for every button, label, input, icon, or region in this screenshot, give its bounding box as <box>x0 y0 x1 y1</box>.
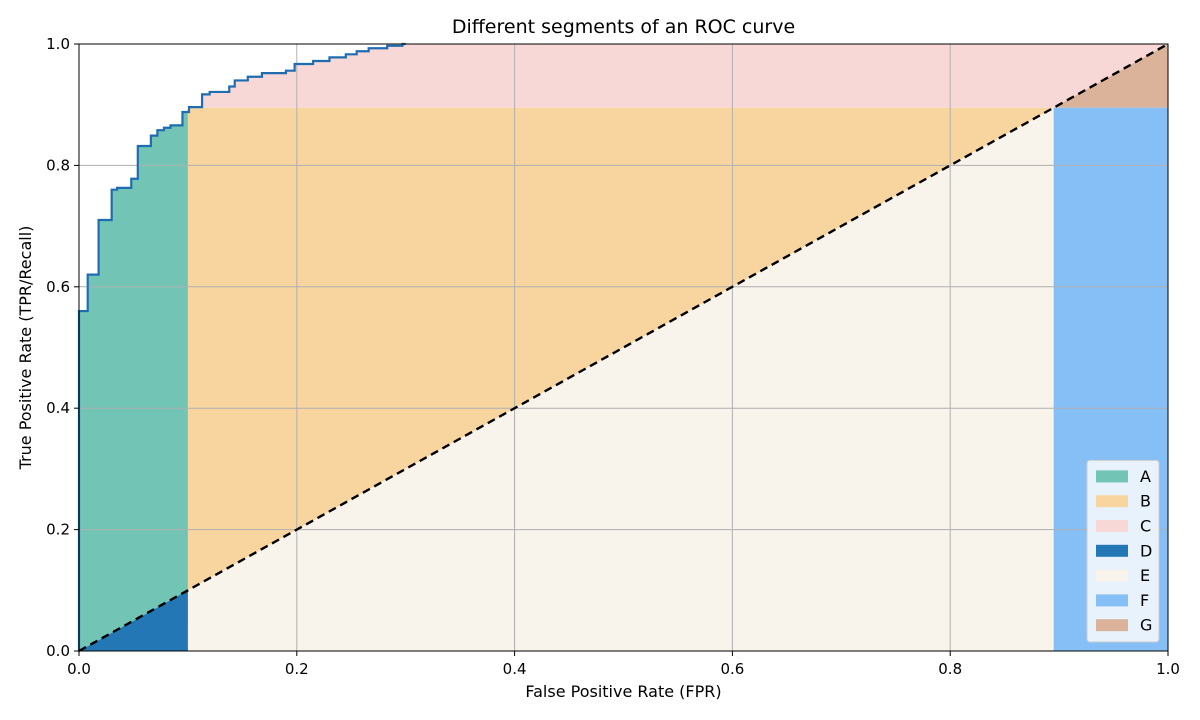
legend-label-B: B <box>1140 492 1151 511</box>
chart-title: Different segments of an ROC curve <box>452 16 795 38</box>
x-tick-label: 0.6 <box>720 660 744 678</box>
segment-A <box>79 111 188 652</box>
legend-label-A: A <box>1140 467 1151 486</box>
legend-swatch-E <box>1096 569 1128 582</box>
x-axis-label: False Positive Rate (FPR) <box>525 682 721 701</box>
y-tick-label: 0.0 <box>46 642 70 660</box>
legend-label-C: C <box>1140 517 1151 536</box>
y-tick-label: 0.8 <box>46 156 70 174</box>
x-tick-label: 0.4 <box>503 660 527 678</box>
x-tick-label: 0.0 <box>67 660 91 678</box>
plot-frame <box>78 43 1169 652</box>
legend-label-E: E <box>1140 566 1150 585</box>
y-tick-label: 0.2 <box>46 521 70 539</box>
segment-B <box>187 107 1054 591</box>
legend-swatch-F <box>1096 594 1128 607</box>
legend-swatch-G <box>1096 619 1128 632</box>
y-axis-label: True Positive Rate (TPR/Recall) <box>16 226 35 471</box>
legend-swatch-C <box>1096 520 1128 532</box>
legend-label-G: G <box>1140 616 1152 635</box>
segment-E <box>187 107 1054 652</box>
curve-lines <box>77 42 1169 653</box>
x-tick-label: 1.0 <box>1156 660 1180 678</box>
legend-label-F: F <box>1140 591 1149 610</box>
legend-swatch-B <box>1096 495 1128 508</box>
segment-C <box>187 44 1168 112</box>
x-tick-label: 0.2 <box>285 660 309 678</box>
segment-regions <box>79 44 1168 652</box>
legend-swatch-A <box>1096 470 1128 483</box>
y-tick-label: 1.0 <box>46 35 70 53</box>
legend-label-D: D <box>1140 541 1152 560</box>
x-tick-label: 0.8 <box>938 660 962 678</box>
y-tick-label: 0.4 <box>46 399 70 417</box>
y-tick-label: 0.6 <box>46 278 70 296</box>
legend-swatch-D <box>1096 544 1128 557</box>
grid-lines <box>79 44 1168 651</box>
roc-curve-line <box>77 42 406 651</box>
axis-ticks: 0.0 0.2 0.4 0.6 0.8 1.0 0.0 0.2 0.4 0.6 0.8 1.0 <box>46 35 1180 678</box>
